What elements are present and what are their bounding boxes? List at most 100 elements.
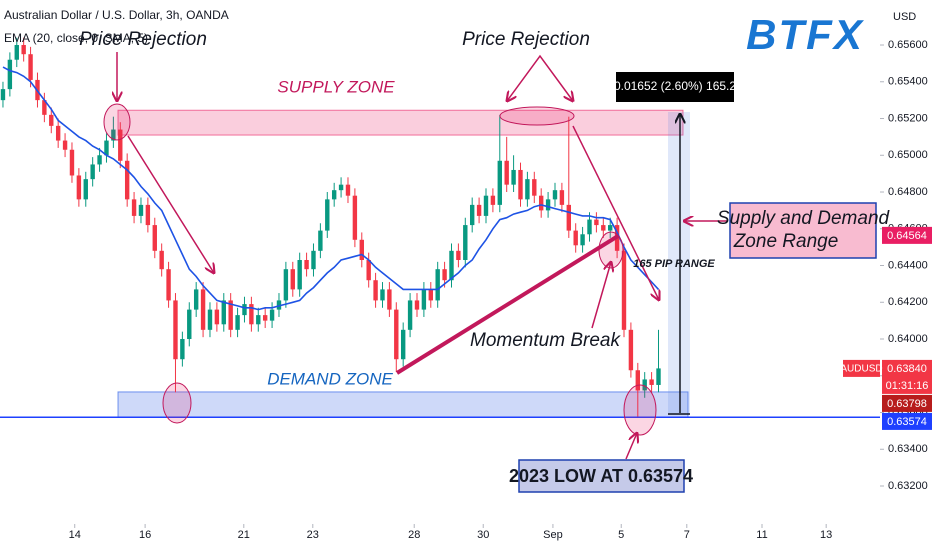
candles <box>0 37 880 419</box>
symbol-label: AUDUSD <box>840 364 882 375</box>
candle-body <box>525 179 530 200</box>
candle-body <box>249 304 254 325</box>
candle-body <box>345 184 351 196</box>
x-tick-label: 23 <box>307 529 319 541</box>
candle-body <box>256 315 261 325</box>
annotation-box <box>729 202 877 259</box>
candle-body <box>628 329 634 371</box>
highlight-circle <box>499 106 575 126</box>
annotation: Price Rejection <box>462 29 590 50</box>
price-label-box <box>882 359 932 394</box>
highlight-circle <box>623 384 657 436</box>
y-tick-label: 0.65000 <box>888 149 928 161</box>
candle-body <box>138 204 144 216</box>
y-tick-label: 0.64200 <box>888 296 928 308</box>
candle-body <box>580 234 585 246</box>
candle-body <box>21 45 26 55</box>
candle-body <box>145 204 151 226</box>
currency-label: USD <box>893 11 916 23</box>
arrow <box>507 54 573 101</box>
candle-body <box>469 204 475 226</box>
candle-body <box>28 54 33 80</box>
candle-body <box>325 199 330 231</box>
candle-body <box>0 89 6 101</box>
x-tick-label: 28 <box>408 529 420 541</box>
candle-body <box>387 289 392 310</box>
symbol-box <box>843 359 880 377</box>
candle-body <box>338 184 344 191</box>
annotation: 165 PIP RANGE <box>633 258 715 270</box>
candle-body <box>242 304 247 316</box>
x-tick-label: 11 <box>756 529 767 541</box>
candle-body <box>400 329 406 360</box>
y-tick-label: 0.65600 <box>888 39 928 51</box>
candle-body <box>538 195 544 211</box>
x-tick-label: 16 <box>139 529 151 541</box>
candle-body <box>532 179 537 196</box>
candle-body <box>124 160 130 200</box>
candle-body <box>476 204 482 216</box>
candle-body <box>331 190 337 200</box>
candle-body <box>97 155 102 165</box>
candle-body <box>304 260 309 270</box>
candle-body <box>193 289 199 310</box>
annotation: Zone Range <box>733 231 839 252</box>
y-tick-label: 0.63200 <box>888 480 928 492</box>
annotation: Momentum Break <box>470 330 621 351</box>
x-tick-label: 5 <box>618 529 624 541</box>
candle-body <box>131 199 137 216</box>
candle-body <box>566 204 571 231</box>
candle-body <box>621 250 627 330</box>
price-countdown: 01:31:16 <box>886 380 929 392</box>
annotation-box <box>518 459 685 493</box>
candle-body <box>407 300 413 330</box>
candle-body <box>449 250 454 281</box>
overlay: Australian Dollar / U.S. Dollar, 3h, OAN… <box>4 8 916 493</box>
arrow <box>572 125 659 300</box>
annotation: 2023 LOW AT 0.63574 <box>509 466 693 486</box>
y-tick-label: 0.64000 <box>888 333 928 345</box>
candle-body <box>76 175 82 200</box>
candle-body <box>594 219 599 226</box>
x-tick-label: 7 <box>684 529 690 541</box>
price-label: 0.63840 <box>887 363 927 375</box>
candle-body <box>90 164 95 180</box>
zones <box>117 109 689 418</box>
candle-body <box>442 269 447 281</box>
axes: 0.656000.654000.652000.650000.648000.646… <box>69 39 932 541</box>
x-tick-label: 13 <box>820 529 832 541</box>
candle-body <box>228 300 233 330</box>
candle-body <box>573 230 578 246</box>
x-tick-label: Sep <box>543 529 563 541</box>
measure-box <box>616 72 734 102</box>
candle-body <box>394 309 399 360</box>
candle-body <box>635 370 640 391</box>
logo: BTFX <box>746 11 865 58</box>
y-tick-label: 0.65200 <box>888 112 928 124</box>
price-label: 0.63574 <box>887 416 927 428</box>
price-label-box <box>882 226 932 244</box>
candle-body <box>297 260 302 290</box>
arrow <box>625 433 637 460</box>
arrow <box>127 135 214 273</box>
candle-body <box>276 300 282 310</box>
candle-body <box>269 309 275 321</box>
annotation: Supply and Demand <box>717 208 891 229</box>
candle-body <box>552 190 558 200</box>
momentum-line <box>395 234 620 375</box>
candle-body <box>152 225 157 251</box>
candle-body <box>214 309 220 325</box>
candle-body <box>545 199 551 211</box>
candle-body <box>456 250 461 260</box>
candle-body <box>235 315 240 330</box>
measure-band <box>668 112 690 415</box>
candle-body <box>111 129 116 141</box>
y-tick-label: 0.64400 <box>888 259 928 271</box>
candle-body <box>159 250 164 270</box>
candle-body <box>118 129 123 161</box>
candle-body <box>318 230 323 251</box>
candle-body <box>262 315 268 321</box>
candle-body <box>62 140 68 150</box>
indicator-legend: EMA (20, close, 0, SMA, 5) <box>4 31 148 45</box>
